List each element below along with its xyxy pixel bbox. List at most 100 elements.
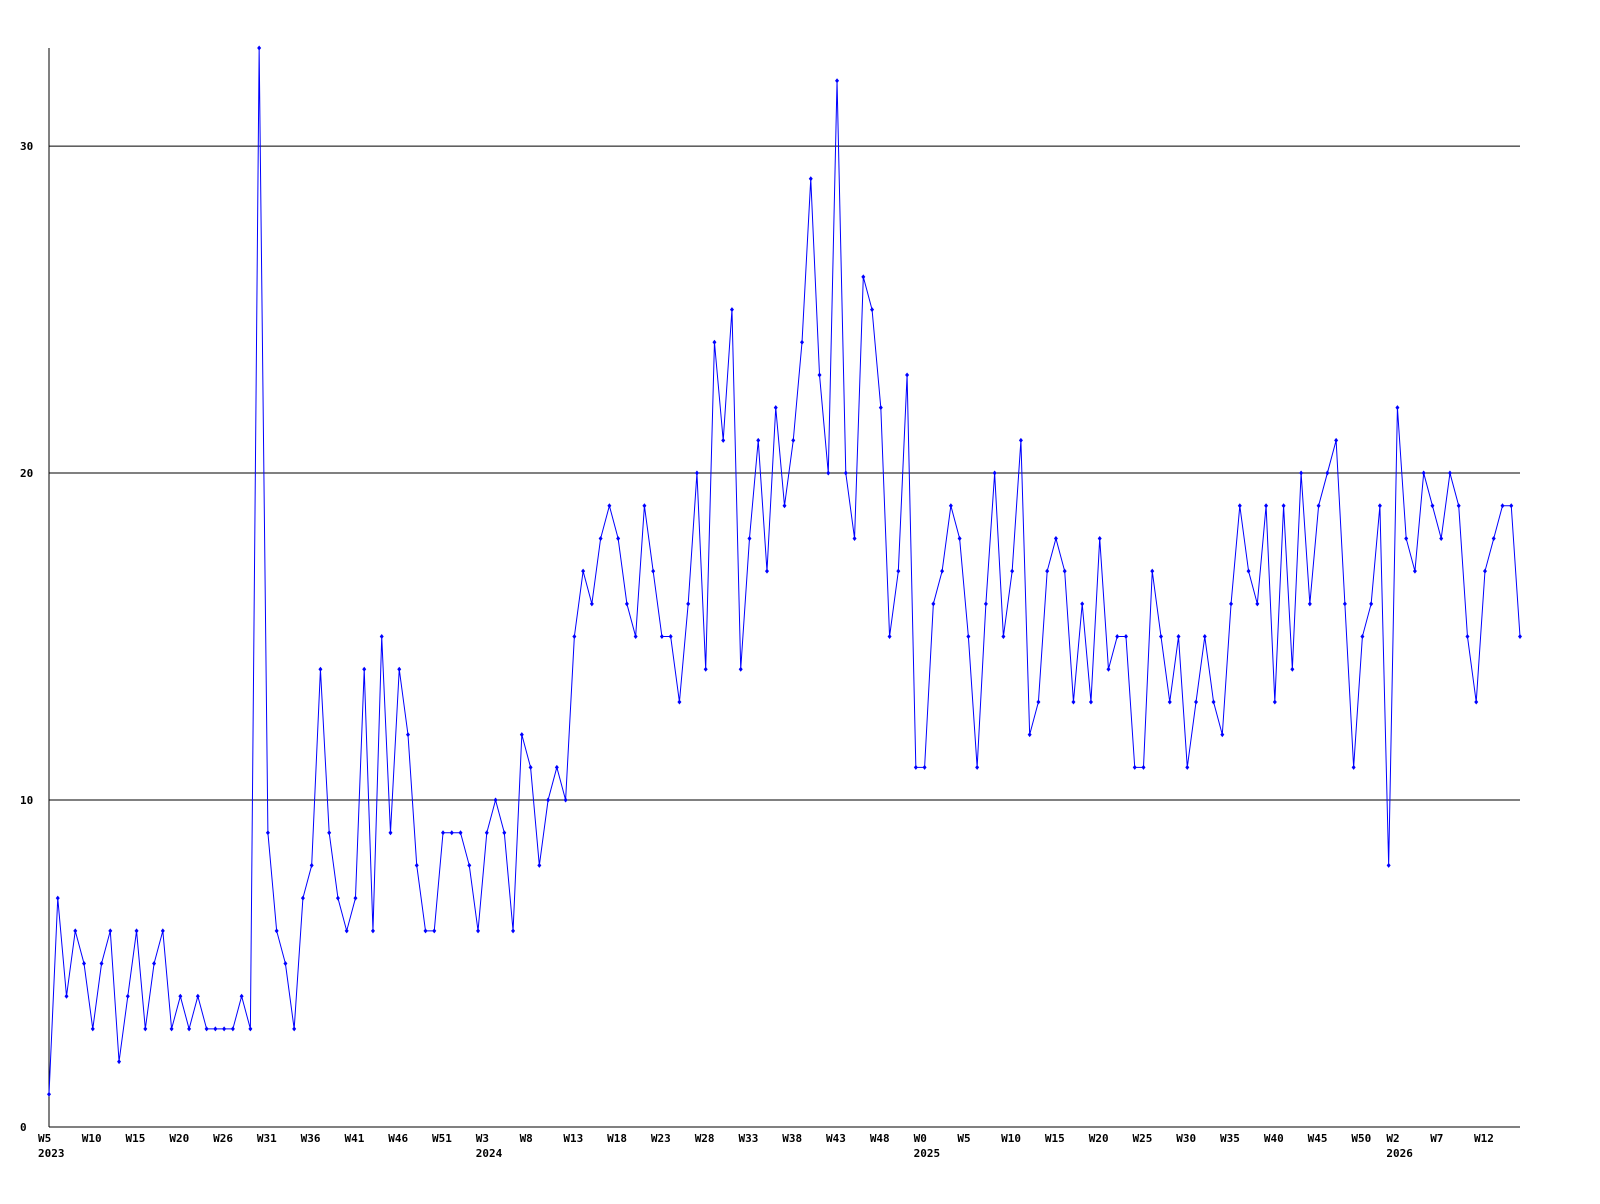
data-point — [1500, 503, 1505, 509]
x-tick-label: W41 — [344, 1132, 364, 1145]
x-tick-label: W18 — [607, 1132, 627, 1145]
data-point — [992, 470, 997, 476]
data-point — [484, 830, 489, 836]
x-tick-label: W38 — [782, 1132, 802, 1145]
x-tick-label: W10 — [82, 1132, 102, 1145]
data-point — [800, 339, 805, 345]
data-point — [1018, 437, 1023, 443]
x-tick-label: W45 — [1308, 1132, 1328, 1145]
y-tick-label: 0 — [20, 1121, 27, 1134]
data-point — [905, 372, 910, 378]
data-point — [239, 993, 244, 999]
data-point — [257, 45, 262, 51]
data-point — [528, 764, 533, 770]
data-point — [1255, 601, 1260, 607]
data-point — [835, 78, 840, 84]
data-point — [64, 993, 69, 999]
data-point — [318, 666, 323, 672]
data-point — [1229, 601, 1234, 607]
data-point — [134, 928, 139, 934]
data-point — [143, 1026, 148, 1032]
x-tick-label: W35 — [1220, 1132, 1240, 1145]
data-point — [1115, 634, 1120, 640]
x-tick-label: W33 — [738, 1132, 758, 1145]
data-point — [432, 928, 437, 934]
data-point — [47, 1091, 51, 1097]
data-point — [773, 405, 778, 411]
x-tick-label: W10 — [1001, 1132, 1021, 1145]
data-point — [1386, 862, 1391, 868]
data-point — [441, 830, 446, 836]
data-point — [703, 666, 708, 672]
data-point — [1325, 470, 1330, 476]
x-tick-label: W26 — [213, 1132, 233, 1145]
data-point — [1334, 437, 1339, 443]
data-point — [826, 470, 831, 476]
data-point — [1439, 535, 1444, 541]
data-point — [213, 1026, 218, 1032]
data-point — [449, 830, 454, 836]
data-point — [712, 339, 717, 345]
data-point — [1220, 732, 1225, 738]
data-point — [598, 535, 603, 541]
data-point — [887, 634, 892, 640]
data-point — [1351, 764, 1356, 770]
y-tick-label: 10 — [20, 794, 33, 807]
x-tick-label: W50 — [1351, 1132, 1371, 1145]
x-year-label: 2026 — [1386, 1147, 1413, 1160]
data-point — [519, 732, 524, 738]
data-point — [1036, 699, 1041, 705]
data-point — [1123, 634, 1128, 640]
data-point — [1377, 503, 1382, 509]
x-tick-label: W20 — [169, 1132, 189, 1145]
data-point — [1474, 699, 1479, 705]
y-tick-label: 30 — [20, 140, 33, 153]
data-point — [379, 634, 384, 640]
x-tick-label: W51 — [432, 1132, 452, 1145]
data-point — [160, 928, 165, 934]
data-point — [852, 535, 857, 541]
data-point — [651, 568, 656, 574]
data-point — [843, 470, 848, 476]
data-point — [353, 895, 358, 901]
data-point — [878, 405, 883, 411]
data-point — [1430, 503, 1435, 509]
data-point — [1518, 634, 1522, 640]
data-point — [388, 830, 393, 836]
data-point — [1088, 699, 1093, 705]
data-point — [1421, 470, 1426, 476]
data-point — [896, 568, 901, 574]
data-point — [1176, 634, 1181, 640]
data-point — [1456, 503, 1461, 509]
data-point — [756, 437, 761, 443]
data-point — [1264, 503, 1269, 509]
data-point — [511, 928, 516, 934]
data-point — [1185, 764, 1190, 770]
x-tick-label: W5 — [957, 1132, 970, 1145]
data-point — [589, 601, 594, 607]
data-point — [169, 1026, 174, 1032]
data-point — [1141, 764, 1146, 770]
data-point — [300, 895, 305, 901]
data-point — [694, 470, 699, 476]
data-point — [1062, 568, 1067, 574]
data-point — [1272, 699, 1277, 705]
x-tick-label: W28 — [695, 1132, 715, 1145]
data-point — [493, 797, 498, 803]
x-tick-label: W46 — [388, 1132, 408, 1145]
data-point — [808, 176, 813, 182]
data-point — [1237, 503, 1242, 509]
data-point — [738, 666, 743, 672]
data-point — [1194, 699, 1199, 705]
data-point — [913, 764, 918, 770]
data-point — [581, 568, 586, 574]
data-point — [1482, 568, 1487, 574]
data-point — [222, 1026, 227, 1032]
data-point — [616, 535, 621, 541]
data-point — [195, 993, 200, 999]
data-point — [265, 830, 270, 836]
x-tick-label: W48 — [870, 1132, 890, 1145]
data-point — [931, 601, 936, 607]
